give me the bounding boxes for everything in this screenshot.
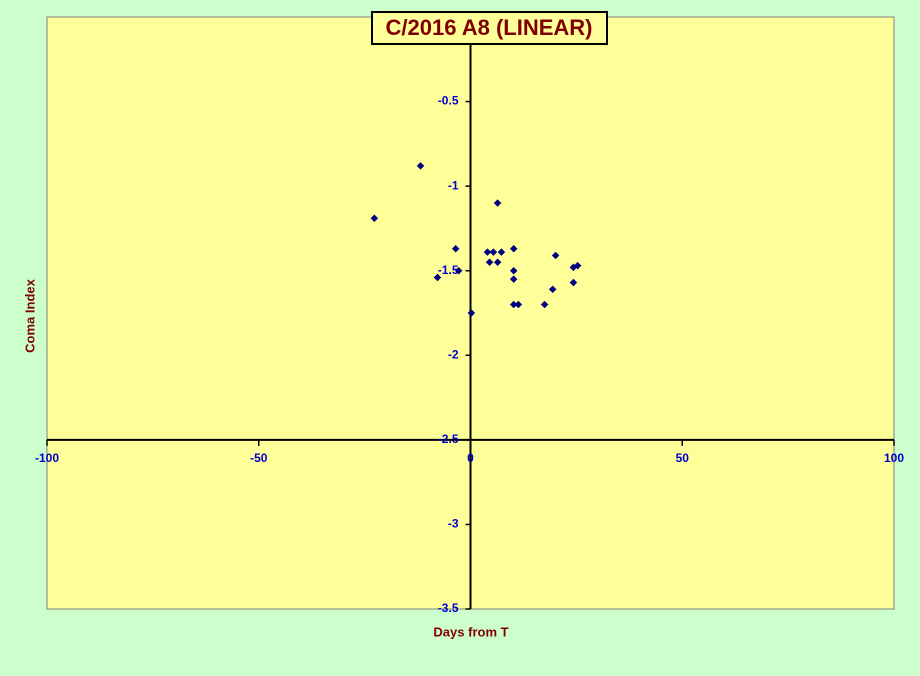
- y-tick-label: -2: [448, 347, 459, 361]
- data-point: [551, 251, 560, 260]
- y-tick-label: -1.5: [438, 263, 459, 277]
- data-point: [493, 199, 502, 207]
- data-point: [569, 278, 578, 287]
- y-axis-title: Coma Index: [22, 278, 37, 352]
- data-point: [497, 248, 506, 256]
- x-tick-label: -100: [35, 451, 59, 465]
- data-point: [485, 258, 494, 267]
- data-point: [509, 275, 518, 284]
- data-point: [416, 161, 425, 170]
- x-tick-label: -50: [250, 451, 268, 465]
- y-tick-label: -1: [448, 178, 459, 192]
- x-tick-label: 50: [676, 451, 690, 465]
- x-tick-label: 0: [467, 451, 474, 465]
- data-point: [489, 248, 498, 256]
- data-point: [370, 214, 379, 223]
- data-point: [433, 273, 442, 282]
- x-axis-title: Days from T: [433, 624, 508, 639]
- data-point: [467, 309, 476, 317]
- x-tick-label: 100: [884, 451, 904, 465]
- data-point: [514, 300, 523, 309]
- y-tick-label: -3.5: [438, 601, 459, 615]
- data-point: [509, 266, 518, 275]
- title-group: C/2016 A8 (LINEAR): [371, 11, 608, 45]
- data-point: [573, 261, 582, 270]
- data-point: [483, 248, 492, 256]
- y-tick-label: -0.5: [438, 94, 459, 108]
- y-tick-label: -2.5: [438, 432, 459, 446]
- chart-title: C/2016 A8 (LINEAR): [385, 15, 592, 40]
- data-point: [493, 258, 502, 267]
- data-point: [509, 244, 518, 253]
- data-point: [540, 300, 549, 309]
- data-point: [451, 244, 460, 253]
- title-box: [371, 11, 608, 45]
- data-point: [454, 266, 463, 275]
- y-tick-label: -3: [448, 517, 459, 531]
- data-point: [548, 285, 557, 294]
